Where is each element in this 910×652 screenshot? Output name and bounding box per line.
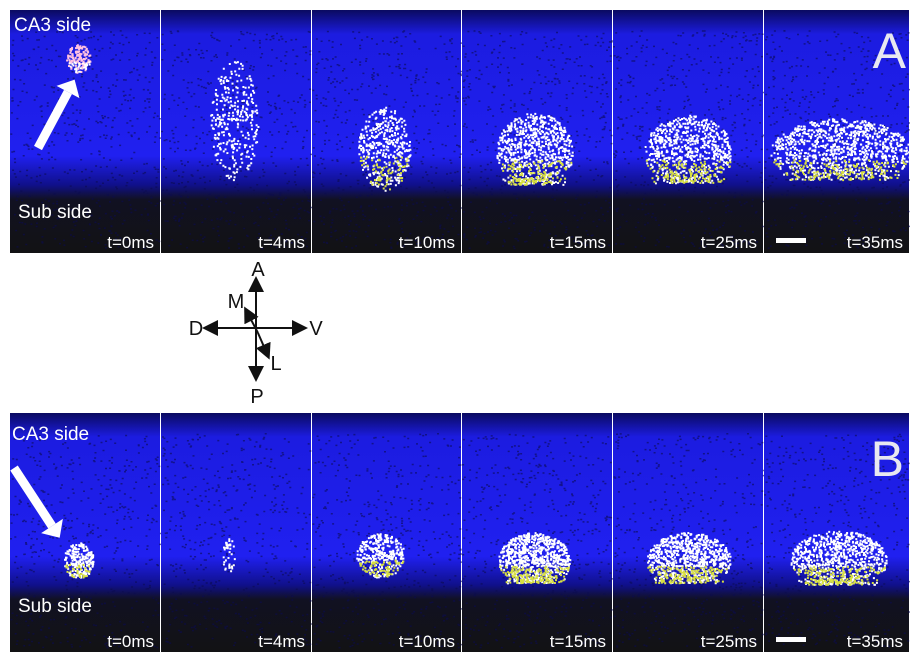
bottom-label: Sub side xyxy=(18,596,92,617)
activity-dots xyxy=(496,112,574,186)
compass-label: V xyxy=(309,318,323,340)
time-label: t=15ms xyxy=(550,233,606,252)
top-label: CA3 side xyxy=(12,424,89,445)
frame: t=0ms xyxy=(10,10,162,253)
activity-dots xyxy=(645,159,732,184)
time-label: t=4ms xyxy=(258,632,305,651)
activity-dots xyxy=(644,114,732,185)
activity-dots xyxy=(222,538,236,573)
panel-label: A xyxy=(873,23,907,79)
time-label: t=4ms xyxy=(258,233,305,252)
top-label: CA3 side xyxy=(14,15,91,36)
activity-dots xyxy=(68,61,91,73)
frame-background xyxy=(161,413,311,652)
activity-dots xyxy=(359,156,409,191)
compass-label: P xyxy=(250,386,263,408)
frame: t=0ms xyxy=(10,413,162,652)
noise xyxy=(462,433,614,649)
activity-dots xyxy=(793,566,886,586)
scale-bar xyxy=(776,238,806,243)
frame: t=10ms xyxy=(312,413,463,652)
frame: t=10ms xyxy=(312,10,463,253)
frame: t=15ms xyxy=(462,413,614,652)
pointer-arrowhead xyxy=(41,518,63,538)
frame-background xyxy=(312,413,461,652)
frame: t=25ms xyxy=(613,413,765,652)
frame: t=4ms xyxy=(161,413,313,652)
bottom-label: Sub side xyxy=(18,202,92,223)
arrow xyxy=(255,332,271,360)
compass-label: L xyxy=(270,353,281,375)
frame: t=15ms xyxy=(462,10,614,253)
frame: t=35ms xyxy=(764,413,910,652)
activity-dots xyxy=(499,565,570,585)
frame-background xyxy=(462,10,612,253)
panel-b-labels: CA3 side Sub side B xyxy=(12,424,904,617)
frame: t=25ms xyxy=(613,10,765,253)
noise xyxy=(161,30,313,250)
panel-b: t=0ms t=4ms t=10ms t=15ms t=25ms t=35ms xyxy=(10,413,910,652)
pointer-arrow xyxy=(34,89,72,151)
activity-dots xyxy=(64,542,95,579)
pointer-arrow xyxy=(10,465,56,529)
pointer-arrowhead xyxy=(56,79,80,99)
panel-label: B xyxy=(871,431,904,487)
compass-label: M xyxy=(228,291,245,313)
activity-dots xyxy=(359,559,405,578)
activity-dots xyxy=(647,565,728,585)
frame-background xyxy=(161,10,311,253)
time-label: t=35ms xyxy=(847,632,903,651)
compass-label: D xyxy=(189,318,203,340)
activity-dots xyxy=(773,159,907,182)
activity-dots xyxy=(501,160,573,186)
activity-dots xyxy=(65,564,91,579)
panel-a-labels: CA3 side Sub side A xyxy=(14,15,907,223)
noise xyxy=(10,434,162,649)
compass: A P D V M L xyxy=(189,259,324,408)
frame: t=4ms xyxy=(161,10,313,253)
panel-a: t=0ms t=4ms t=10ms t=15ms t=25ms t=35ms xyxy=(10,10,910,253)
time-label: t=25ms xyxy=(701,233,757,252)
activity-dots xyxy=(790,530,888,586)
time-label: t=35ms xyxy=(847,233,903,252)
time-label: t=0ms xyxy=(107,233,154,252)
time-label: t=0ms xyxy=(107,632,154,651)
scale-bar xyxy=(776,637,806,642)
frame: t=35ms xyxy=(764,10,910,253)
activity-dots xyxy=(356,533,405,579)
arrow xyxy=(244,306,259,334)
activity-dots xyxy=(770,118,910,181)
time-label: t=15ms xyxy=(550,632,606,651)
noise xyxy=(312,433,463,649)
time-label: t=10ms xyxy=(399,632,455,651)
time-label: t=25ms xyxy=(701,632,757,651)
compass-label: A xyxy=(251,259,265,281)
time-label: t=10ms xyxy=(399,233,455,252)
activity-dots xyxy=(210,61,260,182)
